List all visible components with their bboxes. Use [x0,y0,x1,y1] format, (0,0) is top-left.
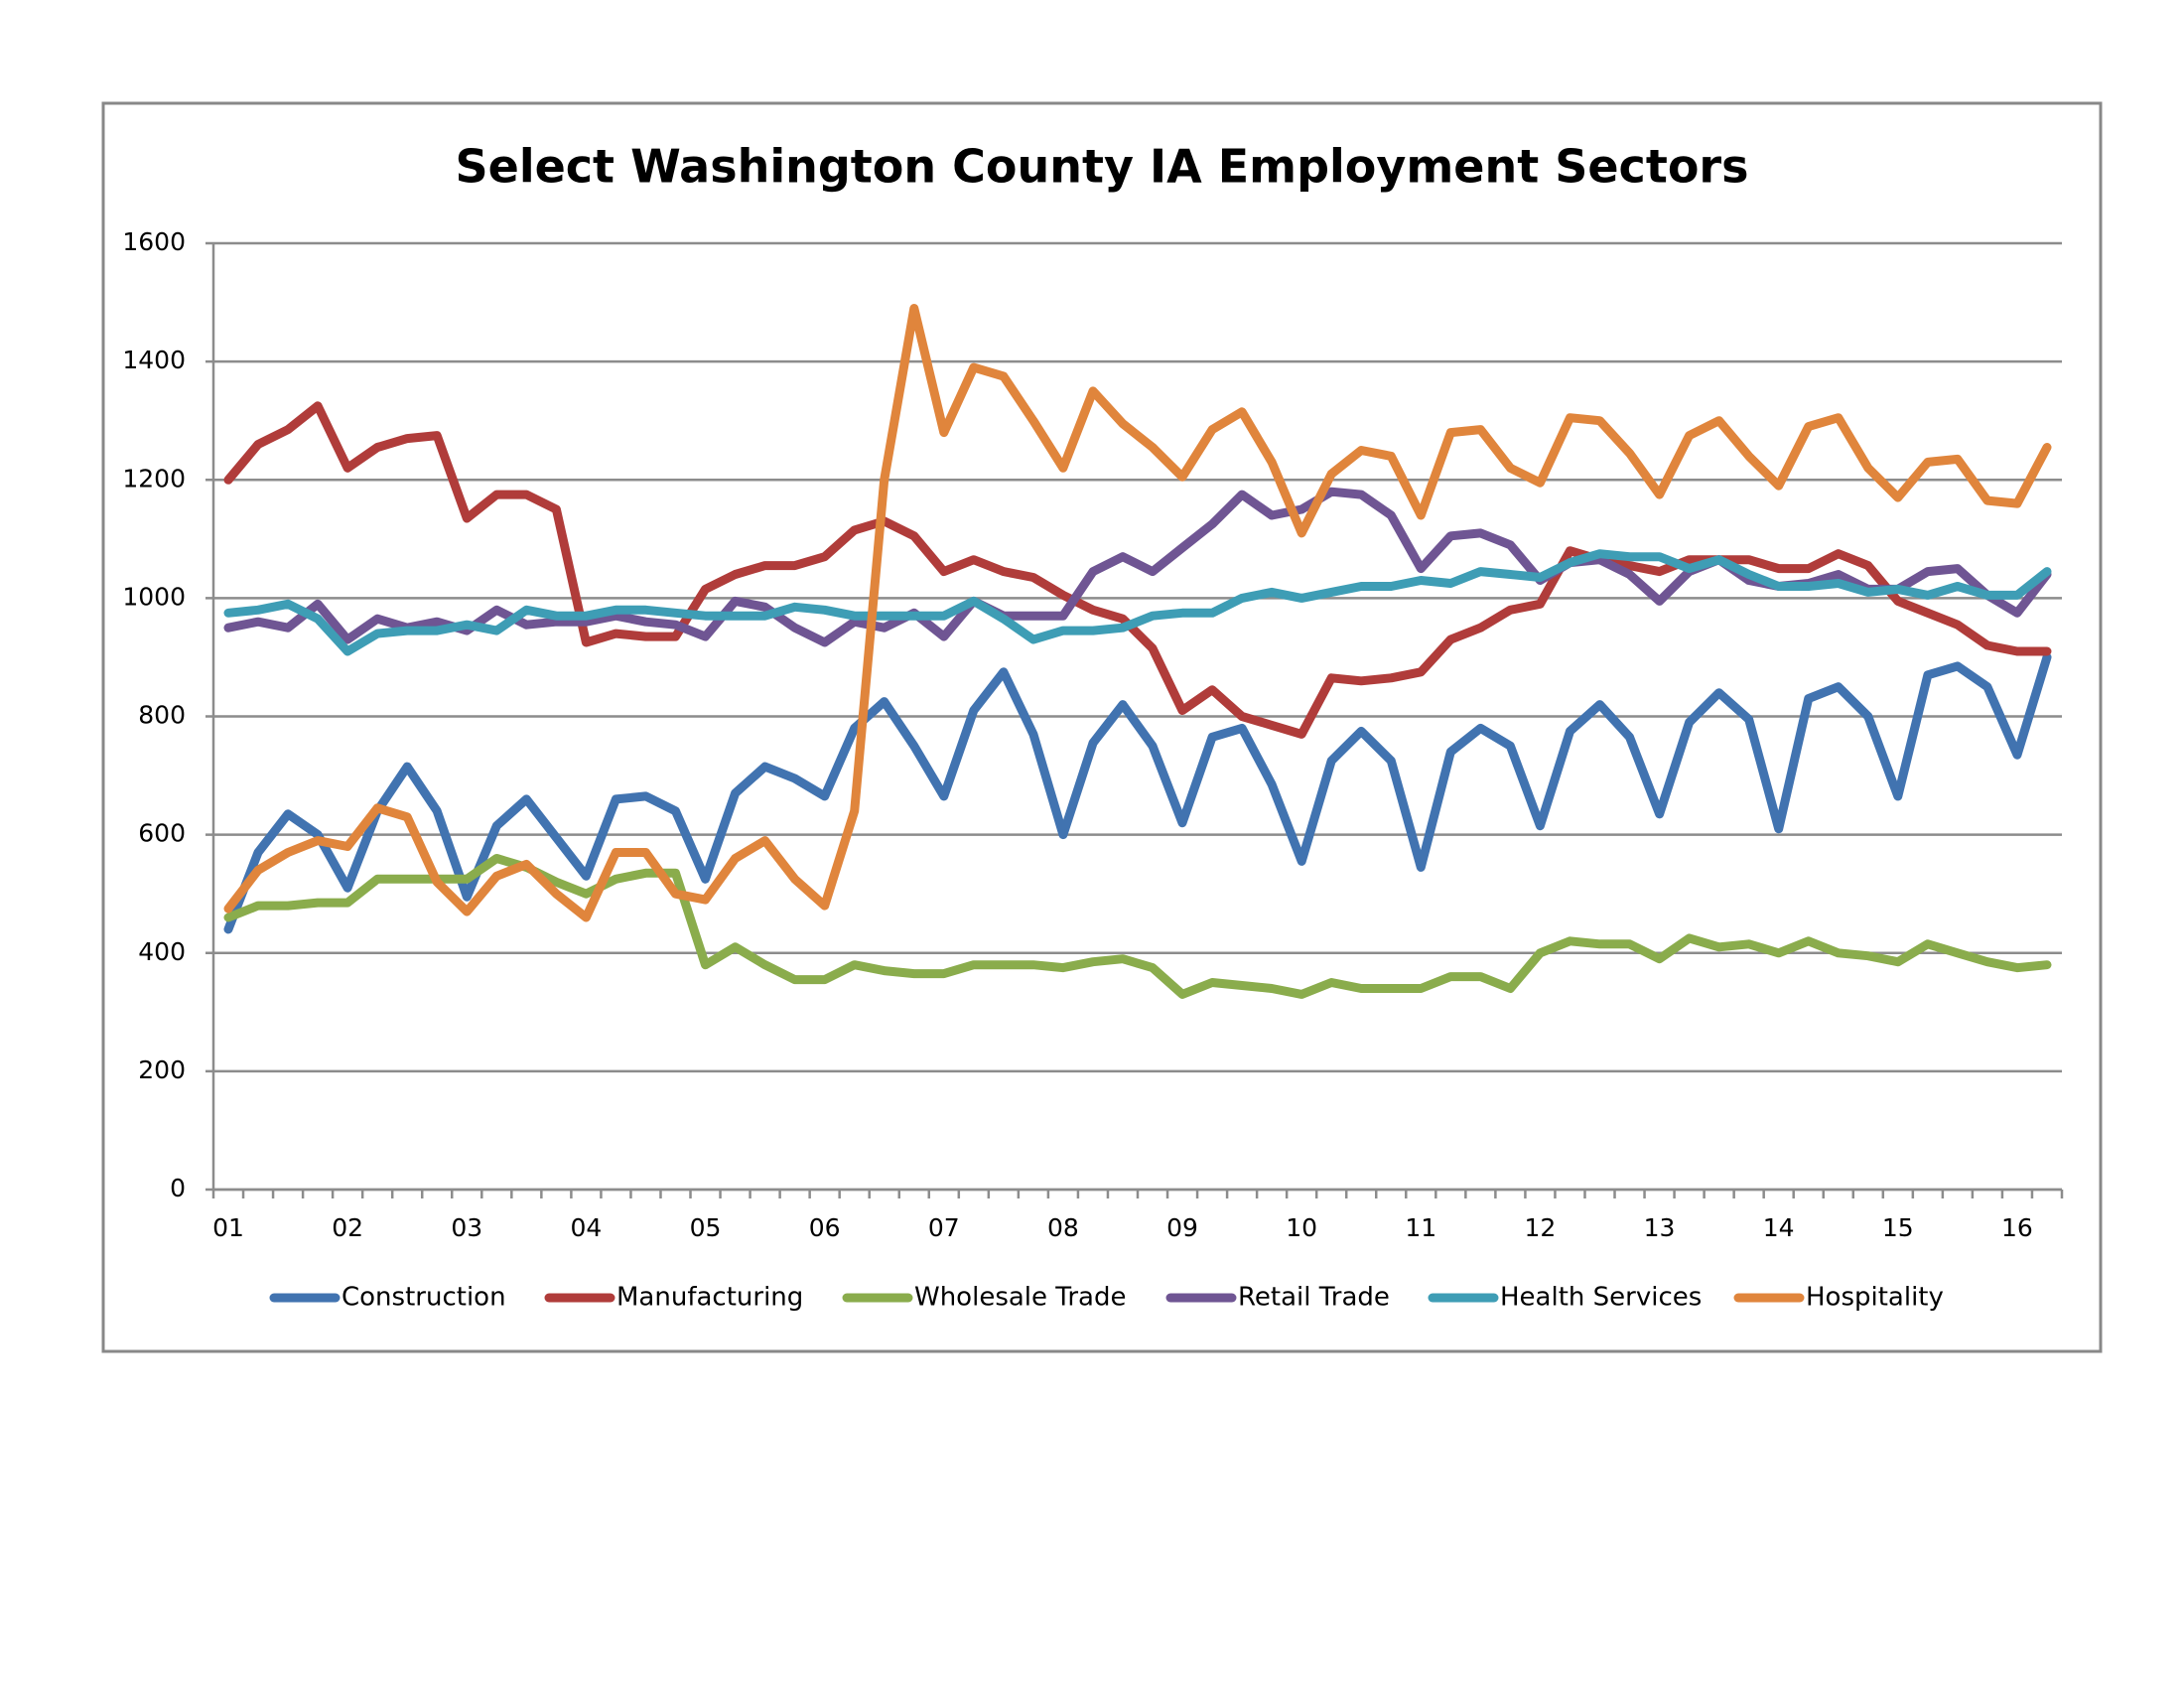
x-tick-label: 01 [212,1213,244,1242]
x-tick-label: 05 [690,1213,722,1242]
x-tick-label: 09 [1166,1213,1198,1242]
x-tick-label: 03 [451,1213,482,1242]
x-tick-label: 16 [2001,1213,2033,1242]
y-tick-label: 200 [138,1055,186,1084]
legend-label: Wholesale Trade [914,1283,1126,1313]
y-tick-label: 0 [170,1174,186,1202]
series-line [223,652,2052,934]
x-tick-label: 06 [809,1213,841,1242]
y-tick-label: 600 [138,819,186,848]
chart-title: Select Washington County IA Employment S… [456,140,1749,194]
y-tick-label: 800 [138,701,186,730]
series-line [223,401,2052,739]
x-tick-label: 15 [1882,1213,1914,1242]
y-tick-label: 1600 [122,227,186,256]
series-line [223,549,2052,656]
legend-label: Construction [341,1283,506,1313]
y-tick-label: 1000 [122,582,186,611]
x-tick-label: 13 [1644,1213,1676,1242]
y-tick-label: 1400 [122,346,186,374]
x-tick-label: 04 [570,1213,602,1242]
x-tick-label: 10 [1286,1213,1317,1242]
x-tick-label: 11 [1405,1213,1436,1242]
x-tick-label: 07 [928,1213,960,1242]
legend-label: Retail Trade [1238,1283,1390,1313]
y-tick-label: 1200 [122,464,186,492]
x-tick-label: 12 [1525,1213,1557,1242]
series-line [223,304,2052,922]
x-tick-label: 02 [332,1213,363,1242]
legend-label: Hospitality [1806,1283,1944,1313]
x-tick-label: 14 [1763,1213,1795,1242]
x-tick-label: 08 [1047,1213,1079,1242]
legend-label: Health Services [1500,1283,1702,1313]
legend-label: Manufacturing [616,1283,803,1313]
y-tick-label: 400 [138,937,186,966]
